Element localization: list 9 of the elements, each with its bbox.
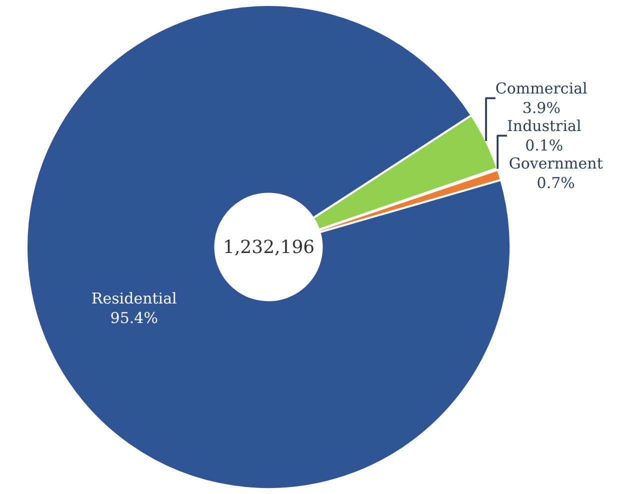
- slice-label: Government: [508, 154, 603, 172]
- slice-label: Residential: [91, 290, 178, 308]
- slice-label: Commercial: [495, 79, 588, 98]
- slice-label: Industrial: [506, 116, 582, 135]
- text: 1,232,196: [223, 237, 315, 258]
- data-label: 0.1%: [525, 136, 564, 154]
- data-label: 0.7%: [536, 174, 575, 192]
- data-label: 95.4%: [110, 309, 158, 328]
- data-label: 3.9%: [522, 98, 560, 117]
